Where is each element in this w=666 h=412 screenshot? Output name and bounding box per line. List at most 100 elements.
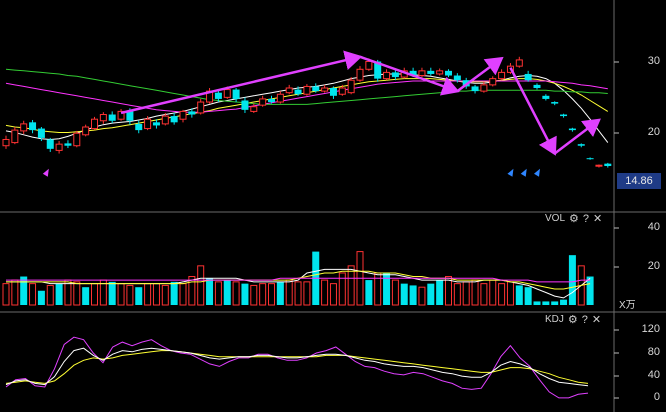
candle-body [152, 122, 160, 126]
candle-body [126, 111, 134, 121]
volume-bar [462, 281, 470, 306]
gear-icon[interactable]: ⚙ [567, 314, 578, 326]
vol-panel-header: VOL ⚙ ? ✕ [545, 212, 603, 226]
volume-bar [586, 276, 594, 305]
volume-bar [383, 272, 391, 305]
candle [37, 127, 45, 142]
candle-body [170, 116, 178, 123]
candle [285, 84, 293, 95]
signal-marker [42, 168, 49, 177]
candle [604, 162, 612, 168]
candle [542, 94, 550, 101]
volume-bar [568, 255, 576, 305]
candle [259, 95, 267, 107]
question-icon[interactable]: ? [581, 313, 588, 326]
volume-bar [453, 283, 461, 306]
gear-icon[interactable]: ⚙ [569, 213, 579, 225]
candle-body [480, 84, 488, 92]
price-tick-30: 30 [647, 55, 660, 67]
candle-body [82, 126, 90, 136]
candle [179, 109, 187, 123]
candle [568, 127, 576, 132]
volume-bar [108, 281, 116, 305]
trend-arrow [553, 118, 601, 155]
candle [232, 88, 240, 103]
volume-bar [347, 265, 355, 306]
volume-bar [11, 279, 19, 306]
candle [161, 112, 169, 126]
candle-body [453, 75, 461, 81]
volume-bar [55, 283, 63, 305]
volume-bar [471, 279, 479, 306]
candle [383, 69, 391, 81]
volume-bar [489, 279, 497, 306]
candle-body [560, 114, 568, 117]
candle-body [214, 92, 222, 99]
volume-bar [321, 279, 329, 306]
trend-arrow [359, 55, 460, 96]
candle [82, 124, 90, 137]
candle [560, 113, 568, 118]
candle-body [312, 86, 320, 92]
candle-body [285, 87, 293, 94]
volume-bar [409, 285, 417, 305]
trend-arrow [456, 56, 504, 93]
candle [108, 111, 116, 124]
volume-bar [268, 283, 275, 306]
candle-body [321, 87, 329, 92]
kdj-panel[interactable] [5, 336, 589, 399]
candle-body [329, 88, 337, 96]
candle [29, 119, 37, 134]
candle [586, 157, 594, 160]
candle-body [427, 70, 435, 74]
volume-bar [20, 276, 28, 305]
volume-bar [73, 281, 81, 306]
volume-bar [294, 281, 302, 306]
volume-bar [506, 281, 514, 306]
candle-body [436, 70, 444, 75]
candle-body [515, 59, 523, 67]
candle-body [108, 114, 116, 121]
candle [436, 68, 444, 76]
candle [73, 130, 81, 148]
candle [99, 112, 107, 124]
candle-body [365, 60, 373, 70]
candle [276, 91, 284, 104]
volume-bar [82, 287, 90, 305]
candle [206, 88, 214, 104]
price-panel[interactable] [2, 50, 612, 177]
kdj-j-line [5, 336, 589, 399]
candle-body [498, 71, 506, 80]
kdj-panel-header: KDJ ⚙ ? ✕ [545, 313, 602, 327]
close-icon[interactable]: ✕ [593, 213, 603, 225]
candle [515, 56, 523, 68]
vol-panel-title: VOL [545, 213, 566, 224]
candle [117, 109, 125, 121]
candle-body [294, 89, 302, 95]
vol-tick-20: 20 [647, 260, 660, 272]
candle-body [489, 78, 497, 86]
volume-bar [91, 283, 98, 306]
candle [241, 97, 249, 113]
candle [188, 108, 196, 118]
candle-body [276, 93, 284, 103]
candle-body [303, 85, 311, 95]
candle [46, 137, 54, 152]
signal-marker [534, 168, 540, 177]
candle [268, 95, 275, 104]
candle-body [391, 72, 399, 78]
volume-bar [188, 276, 196, 306]
volume-bar [436, 280, 444, 305]
candle [64, 140, 72, 149]
volume-bar [179, 283, 187, 306]
close-icon[interactable]: ✕ [591, 314, 602, 326]
candle-body [347, 79, 355, 94]
question-icon[interactable]: ? [582, 212, 590, 225]
candle-body [179, 110, 187, 120]
signal-marker [520, 168, 527, 177]
candle-body [188, 111, 196, 115]
volume-bar [427, 283, 435, 305]
candle-body [259, 98, 267, 106]
volume-panel[interactable] [2, 251, 594, 306]
